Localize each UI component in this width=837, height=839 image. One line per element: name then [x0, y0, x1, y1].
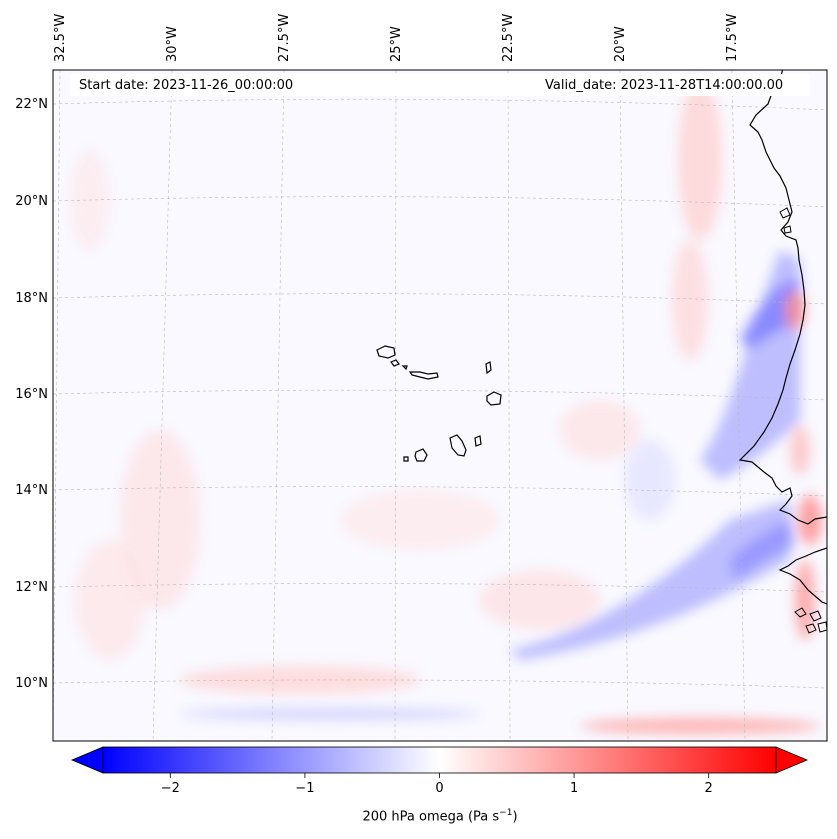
colorbar-label: 200 hPa omega (Pa s−1)	[362, 808, 517, 824]
longitude-label: 20°W	[613, 26, 628, 62]
parallel-20n	[53, 196, 827, 208]
date-strip	[70, 74, 810, 96]
colorbar-body	[102, 746, 777, 774]
colorbar-tick-label: −2	[160, 781, 180, 796]
island-sao-nicolau	[408, 371, 439, 380]
parallel-10n	[53, 679, 827, 689]
longitude-label: 30°W	[165, 26, 180, 62]
latitude-label: 20°N	[15, 194, 48, 209]
latitude-label: 22°N	[15, 97, 48, 112]
colorbar-label-suffix: )	[512, 809, 518, 825]
latitude-label: 10°N	[15, 676, 48, 691]
longitude-label: 25°W	[389, 26, 404, 62]
colorbar-tick-label: 0	[435, 781, 444, 796]
colorbar-label-exponent: −1	[499, 808, 513, 818]
island-sal	[485, 361, 492, 375]
parallel-18n	[53, 293, 827, 305]
latitude-label: 12°N	[15, 580, 48, 595]
colorbar-tick-label: −1	[295, 781, 315, 796]
latitude-label: 14°N	[15, 483, 48, 498]
parallel-12n	[53, 583, 827, 593]
latitude-label: 18°N	[15, 291, 48, 306]
parallel-14n	[53, 486, 827, 497]
colorbar-extend-max	[775, 746, 809, 774]
island-santo-antao	[376, 345, 396, 359]
meridian-30w	[152, 70, 173, 741]
meridian-25w	[394, 70, 397, 741]
longitude-label: 22.5°W	[501, 13, 516, 62]
map-frame	[52, 69, 828, 742]
gridlines	[53, 70, 827, 741]
parallel-16n	[53, 389, 827, 401]
meridian-22-5w	[507, 70, 511, 741]
colorbar-ticks	[169, 773, 710, 778]
island-maio	[474, 435, 482, 447]
meridian-27-5w	[271, 70, 285, 741]
island-sao-vicente	[390, 359, 400, 367]
meridian-17-5w	[731, 70, 746, 741]
colorbar-tick-label: 1	[569, 781, 579, 796]
island-fogo	[414, 448, 428, 462]
latitude-label: 16°N	[15, 387, 48, 402]
valid-date: Valid_date: 2023-11-28T14:00:00.00	[545, 78, 784, 93]
longitude-label: 32.5°W	[53, 13, 68, 62]
colorbar-extend-min	[70, 746, 104, 774]
parallel-22n	[53, 98, 827, 111]
island-santa-luzia	[401, 365, 408, 371]
africa-coastline	[738, 70, 827, 605]
colorbar-label-prefix: 200 hPa omega (Pa s	[362, 809, 500, 825]
island-brava	[403, 456, 409, 462]
meridian-32-5w	[53, 70, 61, 741]
longitude-label: 27.5°W	[277, 13, 292, 62]
cape-verde-islands	[376, 345, 502, 462]
start-date: Start date: 2023-11-26_00:00:00	[79, 78, 294, 93]
meridian-20w	[619, 70, 629, 741]
colorbar-tick-label: 2	[704, 781, 713, 796]
longitude-label: 17.5°W	[725, 13, 740, 62]
island-santiago	[449, 434, 467, 457]
omega-field	[70, 80, 822, 734]
island-boa-vista	[486, 391, 502, 406]
